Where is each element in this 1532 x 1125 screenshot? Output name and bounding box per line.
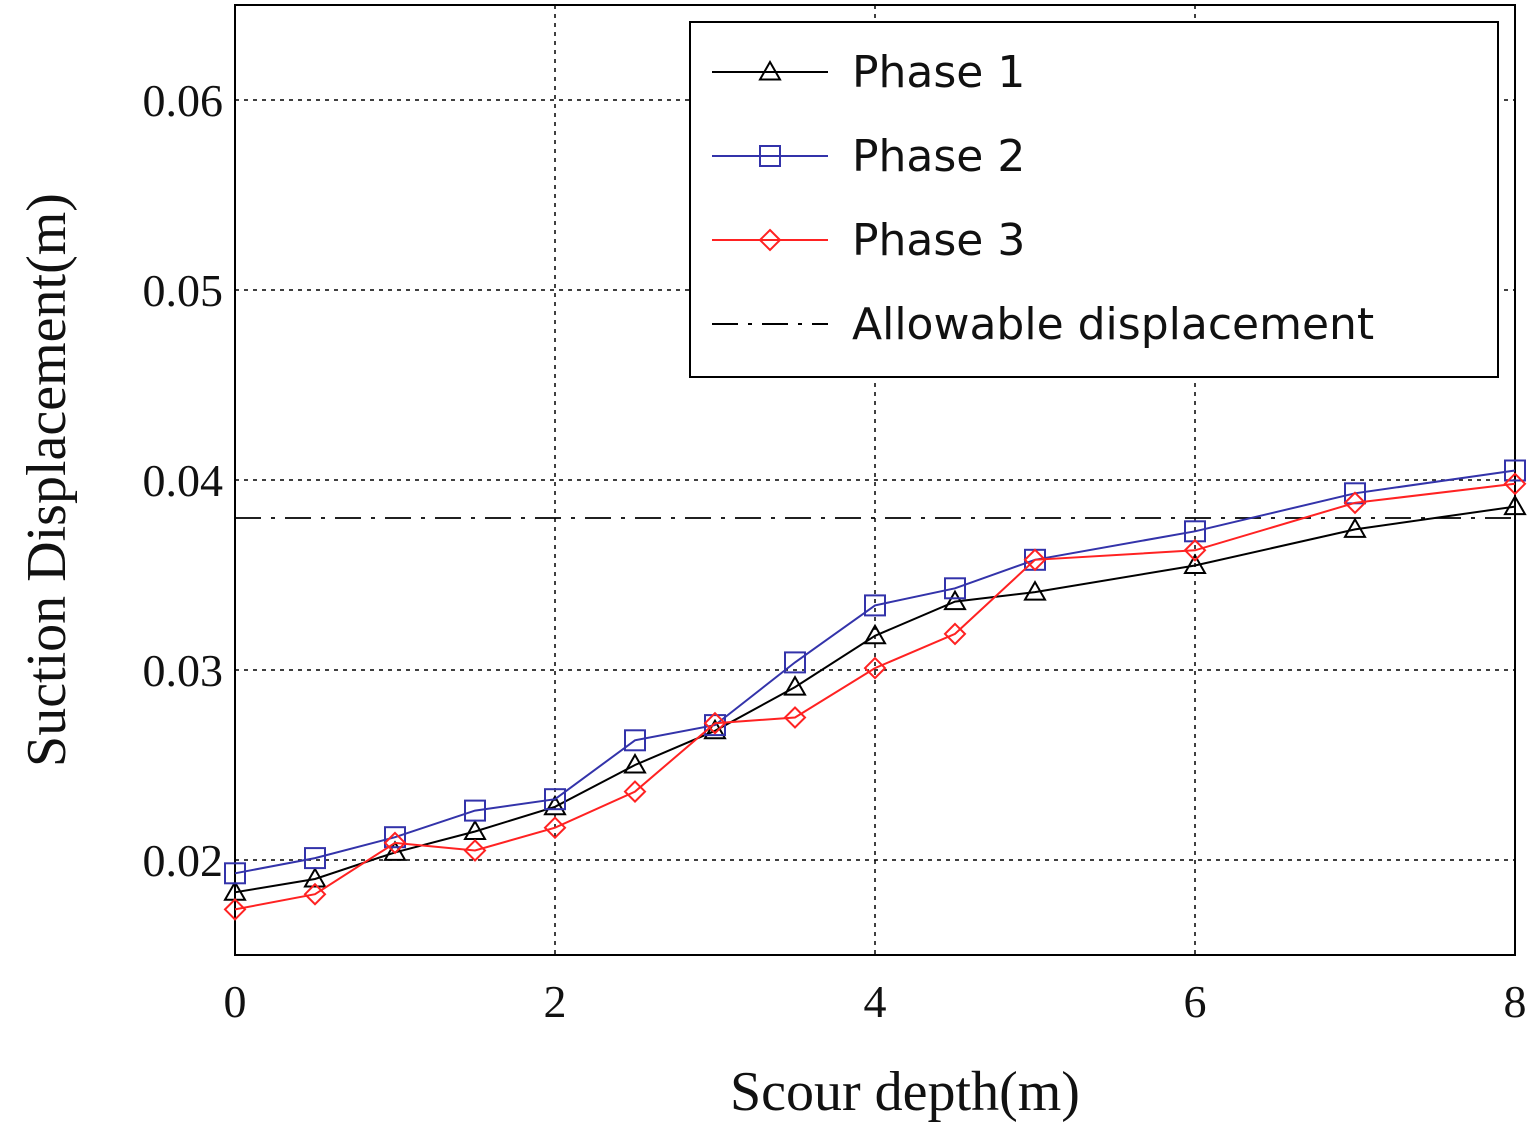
y-tick-label: 0.06 <box>143 75 224 126</box>
data-point <box>624 729 646 752</box>
legend-box <box>689 21 1499 378</box>
data-point <box>944 577 966 600</box>
legend-marker <box>758 59 782 81</box>
data-point <box>1183 553 1207 574</box>
legend-label: Phase 1 <box>852 47 1025 98</box>
x-tick-label: 6 <box>1184 976 1207 1027</box>
legend-entry: Phase 1 <box>712 47 1025 98</box>
x-tick-label: 0 <box>224 976 247 1027</box>
data-point <box>384 826 406 849</box>
data-point <box>464 799 486 822</box>
data-point <box>1343 517 1367 538</box>
data-point <box>943 589 967 611</box>
data-point <box>223 897 247 921</box>
data-point <box>1183 538 1207 562</box>
data-point <box>303 866 327 888</box>
y-tick-label: 0.03 <box>143 645 224 696</box>
data-point <box>1503 494 1527 516</box>
data-point <box>623 752 647 774</box>
series-group <box>223 459 1527 921</box>
series-line <box>234 469 1516 875</box>
data-point <box>1343 491 1367 515</box>
series-line <box>234 505 1516 894</box>
data-point <box>703 711 727 735</box>
data-point <box>704 714 726 737</box>
legend-entry: Phase 2 <box>712 131 1025 182</box>
series-3 <box>223 472 1527 921</box>
data-point <box>784 651 806 674</box>
legend-marker <box>759 145 781 167</box>
y-tick-label: 0.05 <box>143 265 224 316</box>
data-point <box>383 840 407 861</box>
y-tick-label: 0.02 <box>143 835 224 886</box>
data-point <box>783 706 807 729</box>
legend-entry: Phase 3 <box>712 215 1025 266</box>
series-2 <box>224 459 1526 885</box>
legend-entry: Allowable displacement <box>712 299 1374 350</box>
data-point <box>1023 580 1047 601</box>
x-tick-label: 8 <box>1504 976 1527 1027</box>
y-axis-title: Suction Displacement(m) <box>16 193 78 767</box>
x-tick-label: 4 <box>864 976 887 1027</box>
data-point <box>224 862 246 885</box>
legend-marker <box>758 228 782 252</box>
data-point <box>1023 548 1047 572</box>
data-point <box>783 675 807 696</box>
y-tick-labels: 0.02 0.03 0.04 0.05 0.06 <box>143 75 224 886</box>
legend-label: Allowable displacement <box>852 299 1374 350</box>
legend: Phase 1 Phase 2 Phase 3 Allowable displacem… <box>689 21 1499 378</box>
data-point <box>304 847 326 870</box>
data-point <box>864 594 886 617</box>
data-point <box>863 623 887 645</box>
data-point <box>543 816 567 840</box>
series-line <box>234 482 1516 911</box>
data-point <box>303 882 327 906</box>
x-tick-label: 2 <box>544 976 567 1027</box>
data-point <box>383 831 407 855</box>
legend-label: Phase 2 <box>852 131 1025 182</box>
data-point <box>1503 472 1527 496</box>
x-axis-title: Scour depth(m) <box>730 1061 1080 1123</box>
data-point <box>463 839 487 862</box>
y-tick-label: 0.04 <box>143 455 224 506</box>
data-point <box>863 656 887 680</box>
data-point <box>943 622 967 646</box>
data-point <box>1504 459 1526 482</box>
data-point <box>623 780 647 804</box>
legend-label: Phase 3 <box>852 215 1025 266</box>
data-point <box>543 794 567 816</box>
data-point <box>463 819 487 840</box>
data-point <box>544 788 566 811</box>
x-tick-labels: 0 2 4 6 8 <box>224 976 1527 1027</box>
